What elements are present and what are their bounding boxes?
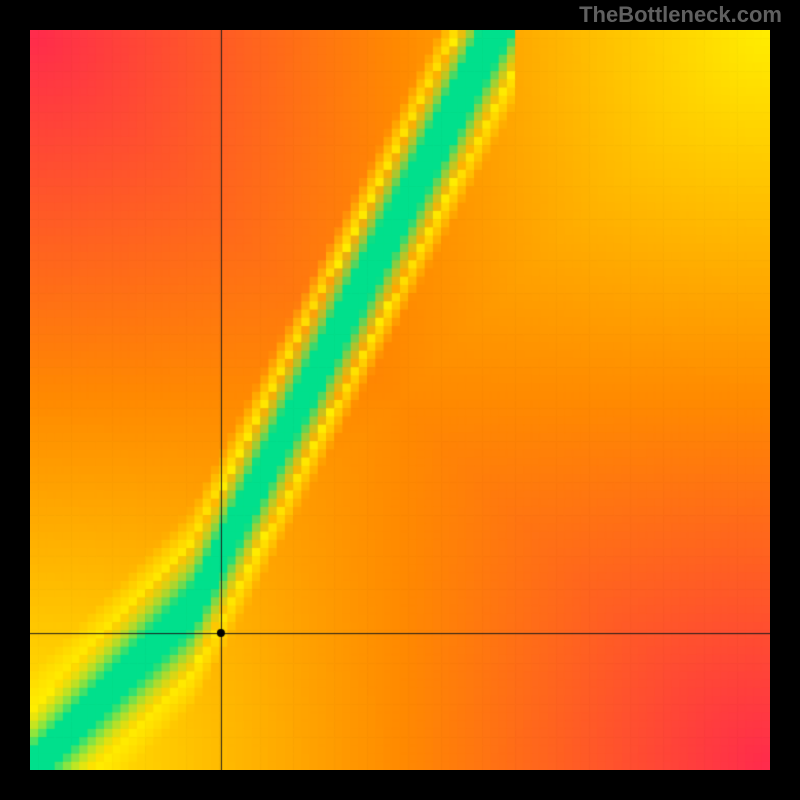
bottleneck-heatmap: [30, 30, 770, 770]
chart-container: TheBottleneck.com: [0, 0, 800, 800]
watermark-text: TheBottleneck.com: [579, 2, 782, 28]
